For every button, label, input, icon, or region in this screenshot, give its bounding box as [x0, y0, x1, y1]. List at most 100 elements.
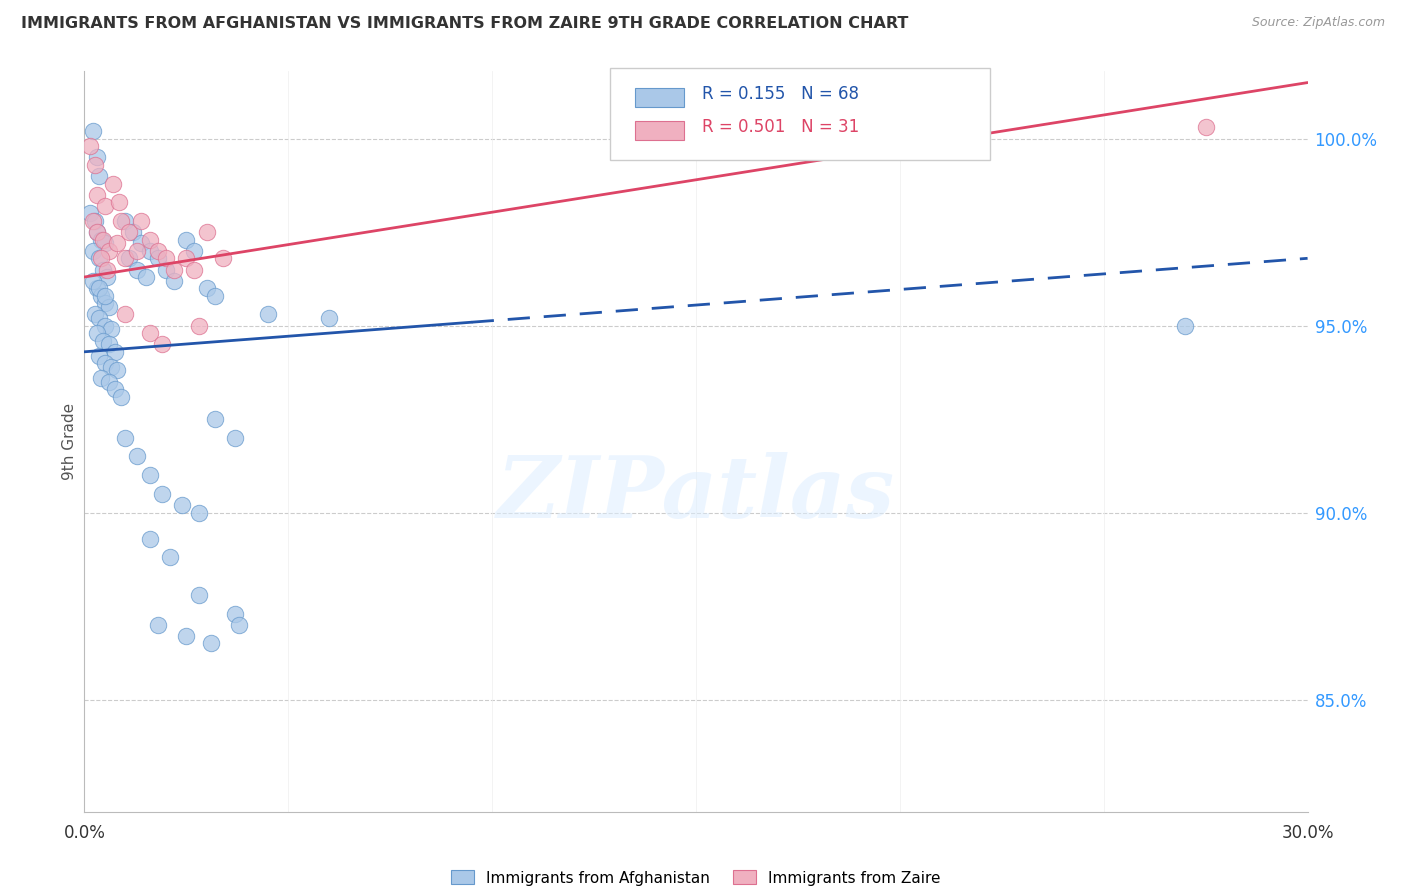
Point — [97, 244, 120, 258]
Point — [183, 244, 205, 258]
Point — [118, 252, 141, 266]
Point — [224, 431, 246, 445]
Point — [195, 225, 218, 239]
Point — [183, 262, 205, 277]
Point — [100, 322, 122, 336]
Point — [228, 617, 250, 632]
Point — [257, 307, 280, 321]
Point — [150, 487, 173, 501]
Point — [86, 326, 108, 340]
Point — [318, 311, 340, 326]
Point — [131, 236, 153, 251]
Point — [83, 307, 105, 321]
Point — [87, 169, 110, 183]
FancyBboxPatch shape — [610, 68, 990, 161]
Point — [138, 244, 160, 258]
Point — [97, 300, 120, 314]
Point — [90, 371, 112, 385]
Point — [138, 233, 160, 247]
Point — [110, 214, 132, 228]
Point — [82, 274, 104, 288]
Legend: Immigrants from Afghanistan, Immigrants from Zaire: Immigrants from Afghanistan, Immigrants … — [451, 871, 941, 886]
Point — [135, 270, 157, 285]
Point — [87, 252, 110, 266]
Point — [91, 233, 114, 247]
Point — [87, 311, 110, 326]
Point — [86, 281, 108, 295]
Text: R = 0.501   N = 31: R = 0.501 N = 31 — [702, 118, 859, 136]
Point — [155, 262, 177, 277]
Point — [86, 150, 108, 164]
Point — [82, 244, 104, 258]
Y-axis label: 9th Grade: 9th Grade — [62, 403, 77, 480]
Point — [87, 349, 110, 363]
Point — [146, 252, 169, 266]
Point — [86, 225, 108, 239]
Text: Source: ZipAtlas.com: Source: ZipAtlas.com — [1251, 16, 1385, 29]
Text: R = 0.155   N = 68: R = 0.155 N = 68 — [702, 85, 859, 103]
Point — [96, 262, 118, 277]
Point — [93, 289, 117, 303]
Point — [93, 356, 117, 370]
Point — [146, 244, 169, 258]
Point — [97, 375, 120, 389]
Point — [114, 252, 136, 266]
Point — [1174, 318, 1197, 333]
Point — [91, 262, 114, 277]
Point — [127, 244, 149, 258]
Point — [138, 468, 160, 483]
Point — [90, 289, 112, 303]
Point — [163, 274, 186, 288]
Point — [127, 262, 149, 277]
Point — [127, 450, 149, 464]
Point — [90, 233, 112, 247]
Point — [187, 318, 209, 333]
Text: IMMIGRANTS FROM AFGHANISTAN VS IMMIGRANTS FROM ZAIRE 9TH GRADE CORRELATION CHART: IMMIGRANTS FROM AFGHANISTAN VS IMMIGRANT… — [21, 16, 908, 31]
FancyBboxPatch shape — [636, 88, 683, 106]
Point — [87, 281, 110, 295]
Point — [110, 390, 132, 404]
Point — [96, 270, 118, 285]
Point — [93, 296, 117, 310]
Point — [204, 289, 226, 303]
Point — [114, 214, 136, 228]
Point — [138, 326, 160, 340]
Point — [91, 334, 114, 348]
Point — [86, 187, 108, 202]
Point — [82, 214, 104, 228]
Point — [114, 307, 136, 321]
Point — [174, 233, 197, 247]
Point — [105, 236, 128, 251]
FancyBboxPatch shape — [636, 121, 683, 140]
Point — [200, 636, 222, 650]
Point — [174, 252, 197, 266]
Point — [100, 359, 122, 374]
Point — [105, 363, 128, 377]
Point — [93, 199, 117, 213]
Point — [79, 139, 101, 153]
Point — [187, 588, 209, 602]
Point — [195, 281, 218, 295]
Point — [212, 252, 235, 266]
Point — [138, 532, 160, 546]
Point — [90, 252, 112, 266]
Point — [204, 412, 226, 426]
Point — [93, 236, 117, 251]
Point — [108, 195, 131, 210]
Point — [122, 225, 145, 239]
Point — [174, 629, 197, 643]
Point — [97, 337, 120, 351]
Point — [131, 214, 153, 228]
Point — [86, 225, 108, 239]
Point — [83, 214, 105, 228]
Text: ZIPatlas: ZIPatlas — [496, 451, 896, 535]
Point — [146, 617, 169, 632]
Point — [83, 158, 105, 172]
Point — [224, 607, 246, 621]
Point — [82, 124, 104, 138]
Point — [118, 225, 141, 239]
Point — [159, 550, 181, 565]
Point — [155, 252, 177, 266]
Point — [187, 506, 209, 520]
Point — [114, 431, 136, 445]
